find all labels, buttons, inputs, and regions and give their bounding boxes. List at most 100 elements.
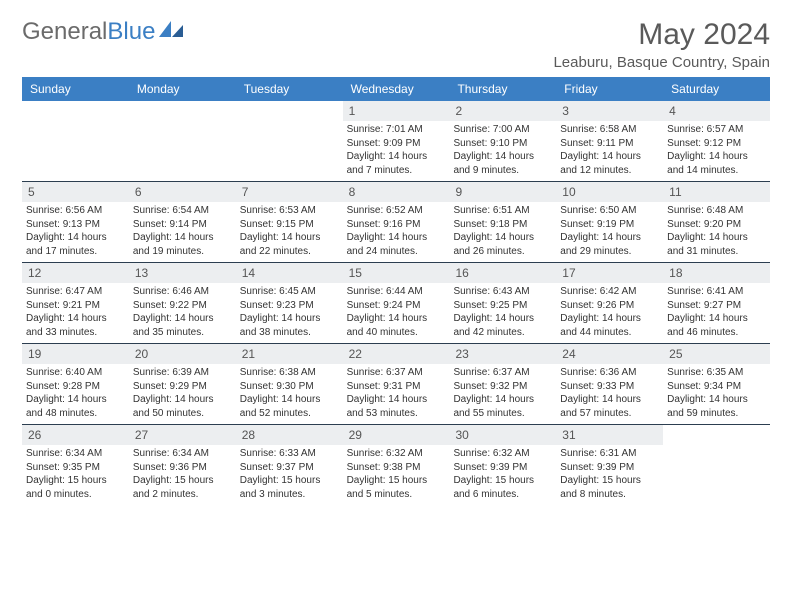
calendar-cell: 29Sunrise: 6:32 AMSunset: 9:38 PMDayligh… <box>343 425 450 505</box>
calendar-cell: 14 Sunrise: 6:45 AMSunset: 9:23 PMDayligh… <box>236 263 343 343</box>
calendar-cell: 26Sunrise: 6:34 AMSunset: 9:35 PMDayligh… <box>22 425 129 505</box>
sunset-line: Sunset: 9:33 PM <box>560 380 659 394</box>
sunset-line: Sunset: 9:18 PM <box>453 218 552 232</box>
sunrise-line: Sunrise: 6:56 AM <box>26 204 125 218</box>
calendar-cell: 13Sunrise: 6:46 AMSunset: 9:22 PMDayligh… <box>129 263 236 343</box>
day-number: 2 <box>449 101 556 121</box>
calendar-cell: 4Sunrise: 6:57 AMSunset: 9:12 PMDaylight… <box>663 101 770 181</box>
logo-text-2: Blue <box>107 18 155 46</box>
day-details: Sunrise: 6:47 AMSunset: 9:21 PMDaylight:… <box>22 283 129 343</box>
day-number: 24 <box>556 344 663 364</box>
dayhead: Saturday <box>663 77 770 101</box>
location-label: Leaburu, Basque Country, Spain <box>553 54 770 71</box>
sunrise-line: Sunrise: 6:34 AM <box>26 447 125 461</box>
day-number: 6 <box>129 182 236 202</box>
sunset-line: Sunset: 9:29 PM <box>133 380 232 394</box>
sunrise-line: Sunrise: 7:00 AM <box>453 123 552 137</box>
title-block: May 2024 Leaburu, Basque Country, Spain <box>553 18 770 71</box>
daylight-line: Daylight: 14 hours and 46 minutes. <box>667 312 766 339</box>
calendar-cell: 24Sunrise: 6:36 AMSunset: 9:33 PMDayligh… <box>556 344 663 424</box>
sunset-line: Sunset: 9:09 PM <box>347 137 446 151</box>
calendar-cell: 6Sunrise: 6:54 AMSunset: 9:14 PMDaylight… <box>129 182 236 262</box>
calendar-cell: 19Sunrise: 6:40 AMSunset: 9:28 PMDayligh… <box>22 344 129 424</box>
daylight-line: Daylight: 14 hours and 52 minutes. <box>240 393 339 420</box>
sunrise-line: Sunrise: 6:45 AM <box>240 285 339 299</box>
sunrise-line: Sunrise: 6:47 AM <box>26 285 125 299</box>
day-details: Sunrise: 6:37 AMSunset: 9:32 PMDaylight:… <box>449 364 556 424</box>
day-number: 12 <box>22 263 129 283</box>
sunset-line: Sunset: 9:10 PM <box>453 137 552 151</box>
day-details: Sunrise: 6:48 AMSunset: 9:20 PMDaylight:… <box>663 202 770 262</box>
dayhead: Tuesday <box>236 77 343 101</box>
day-number: 22 <box>343 344 450 364</box>
day-number: 29 <box>343 425 450 445</box>
daylight-line: Daylight: 14 hours and 17 minutes. <box>26 231 125 258</box>
daylight-line: Daylight: 14 hours and 9 minutes. <box>453 150 552 177</box>
sunset-line: Sunset: 9:28 PM <box>26 380 125 394</box>
sunrise-line: Sunrise: 6:41 AM <box>667 285 766 299</box>
daylight-line: Daylight: 14 hours and 53 minutes. <box>347 393 446 420</box>
daylight-line: Daylight: 14 hours and 31 minutes. <box>667 231 766 258</box>
day-details: Sunrise: 6:50 AMSunset: 9:19 PMDaylight:… <box>556 202 663 262</box>
day-number: 27 <box>129 425 236 445</box>
day-number: 15 <box>343 263 450 283</box>
sunset-line: Sunset: 9:11 PM <box>560 137 659 151</box>
day-number: 1 <box>343 101 450 121</box>
sunrise-line: Sunrise: 6:33 AM <box>240 447 339 461</box>
week-row: 1Sunrise: 7:01 AMSunset: 9:09 PMDaylight… <box>22 101 770 181</box>
day-number: 19 <box>22 344 129 364</box>
calendar-cell: 22Sunrise: 6:37 AMSunset: 9:31 PMDayligh… <box>343 344 450 424</box>
daylight-line: Daylight: 14 hours and 38 minutes. <box>240 312 339 339</box>
logo: GeneralBlue <box>22 18 185 46</box>
daylight-line: Daylight: 14 hours and 50 minutes. <box>133 393 232 420</box>
sunrise-line: Sunrise: 6:40 AM <box>26 366 125 380</box>
day-details: Sunrise: 6:52 AMSunset: 9:16 PMDaylight:… <box>343 202 450 262</box>
daylight-line: Daylight: 15 hours and 2 minutes. <box>133 474 232 501</box>
daylight-line: Daylight: 15 hours and 0 minutes. <box>26 474 125 501</box>
sunset-line: Sunset: 9:12 PM <box>667 137 766 151</box>
day-number: 14 <box>236 263 343 283</box>
page-header: GeneralBlue May 2024 Leaburu, Basque Cou… <box>22 18 770 71</box>
day-details: Sunrise: 6:43 AMSunset: 9:25 PMDaylight:… <box>449 283 556 343</box>
day-number <box>22 101 129 121</box>
calendar-cell: 23Sunrise: 6:37 AMSunset: 9:32 PMDayligh… <box>449 344 556 424</box>
sunset-line: Sunset: 9:21 PM <box>26 299 125 313</box>
daylight-line: Daylight: 14 hours and 29 minutes. <box>560 231 659 258</box>
sunrise-line: Sunrise: 6:53 AM <box>240 204 339 218</box>
sunrise-line: Sunrise: 6:52 AM <box>347 204 446 218</box>
day-details: Sunrise: 6:33 AMSunset: 9:37 PMDaylight:… <box>236 445 343 505</box>
day-details: Sunrise: 6:38 AMSunset: 9:30 PMDaylight:… <box>236 364 343 424</box>
day-details: Sunrise: 6:32 AMSunset: 9:38 PMDaylight:… <box>343 445 450 505</box>
day-details: Sunrise: 6:32 AMSunset: 9:39 PMDaylight:… <box>449 445 556 505</box>
day-number: 17 <box>556 263 663 283</box>
daylight-line: Daylight: 14 hours and 12 minutes. <box>560 150 659 177</box>
calendar-cell-blank <box>129 101 236 181</box>
sunrise-line: Sunrise: 6:58 AM <box>560 123 659 137</box>
sunrise-line: Sunrise: 6:32 AM <box>347 447 446 461</box>
day-number: 18 <box>663 263 770 283</box>
day-number: 25 <box>663 344 770 364</box>
calendar-cell: 30Sunrise: 6:32 AMSunset: 9:39 PMDayligh… <box>449 425 556 505</box>
sunset-line: Sunset: 9:31 PM <box>347 380 446 394</box>
daylight-line: Daylight: 14 hours and 22 minutes. <box>240 231 339 258</box>
dayhead-row: SundayMondayTuesdayWednesdayThursdayFrid… <box>22 77 770 101</box>
daylight-line: Daylight: 15 hours and 8 minutes. <box>560 474 659 501</box>
daylight-line: Daylight: 14 hours and 7 minutes. <box>347 150 446 177</box>
day-details: Sunrise: 6:42 AMSunset: 9:26 PMDaylight:… <box>556 283 663 343</box>
daylight-line: Daylight: 14 hours and 59 minutes. <box>667 393 766 420</box>
dayhead: Sunday <box>22 77 129 101</box>
day-details: Sunrise: 6:51 AMSunset: 9:18 PMDaylight:… <box>449 202 556 262</box>
sunset-line: Sunset: 9:19 PM <box>560 218 659 232</box>
day-details: Sunrise: 6:56 AMSunset: 9:13 PMDaylight:… <box>22 202 129 262</box>
daylight-line: Daylight: 14 hours and 44 minutes. <box>560 312 659 339</box>
day-number <box>129 101 236 121</box>
sunrise-line: Sunrise: 6:38 AM <box>240 366 339 380</box>
day-details: Sunrise: 6:35 AMSunset: 9:34 PMDaylight:… <box>663 364 770 424</box>
day-details: Sunrise: 6:58 AMSunset: 9:11 PMDaylight:… <box>556 121 663 181</box>
day-number: 4 <box>663 101 770 121</box>
sunset-line: Sunset: 9:37 PM <box>240 461 339 475</box>
sunset-line: Sunset: 9:38 PM <box>347 461 446 475</box>
sunset-line: Sunset: 9:27 PM <box>667 299 766 313</box>
calendar-cell: 8Sunrise: 6:52 AMSunset: 9:16 PMDaylight… <box>343 182 450 262</box>
sunset-line: Sunset: 9:23 PM <box>240 299 339 313</box>
